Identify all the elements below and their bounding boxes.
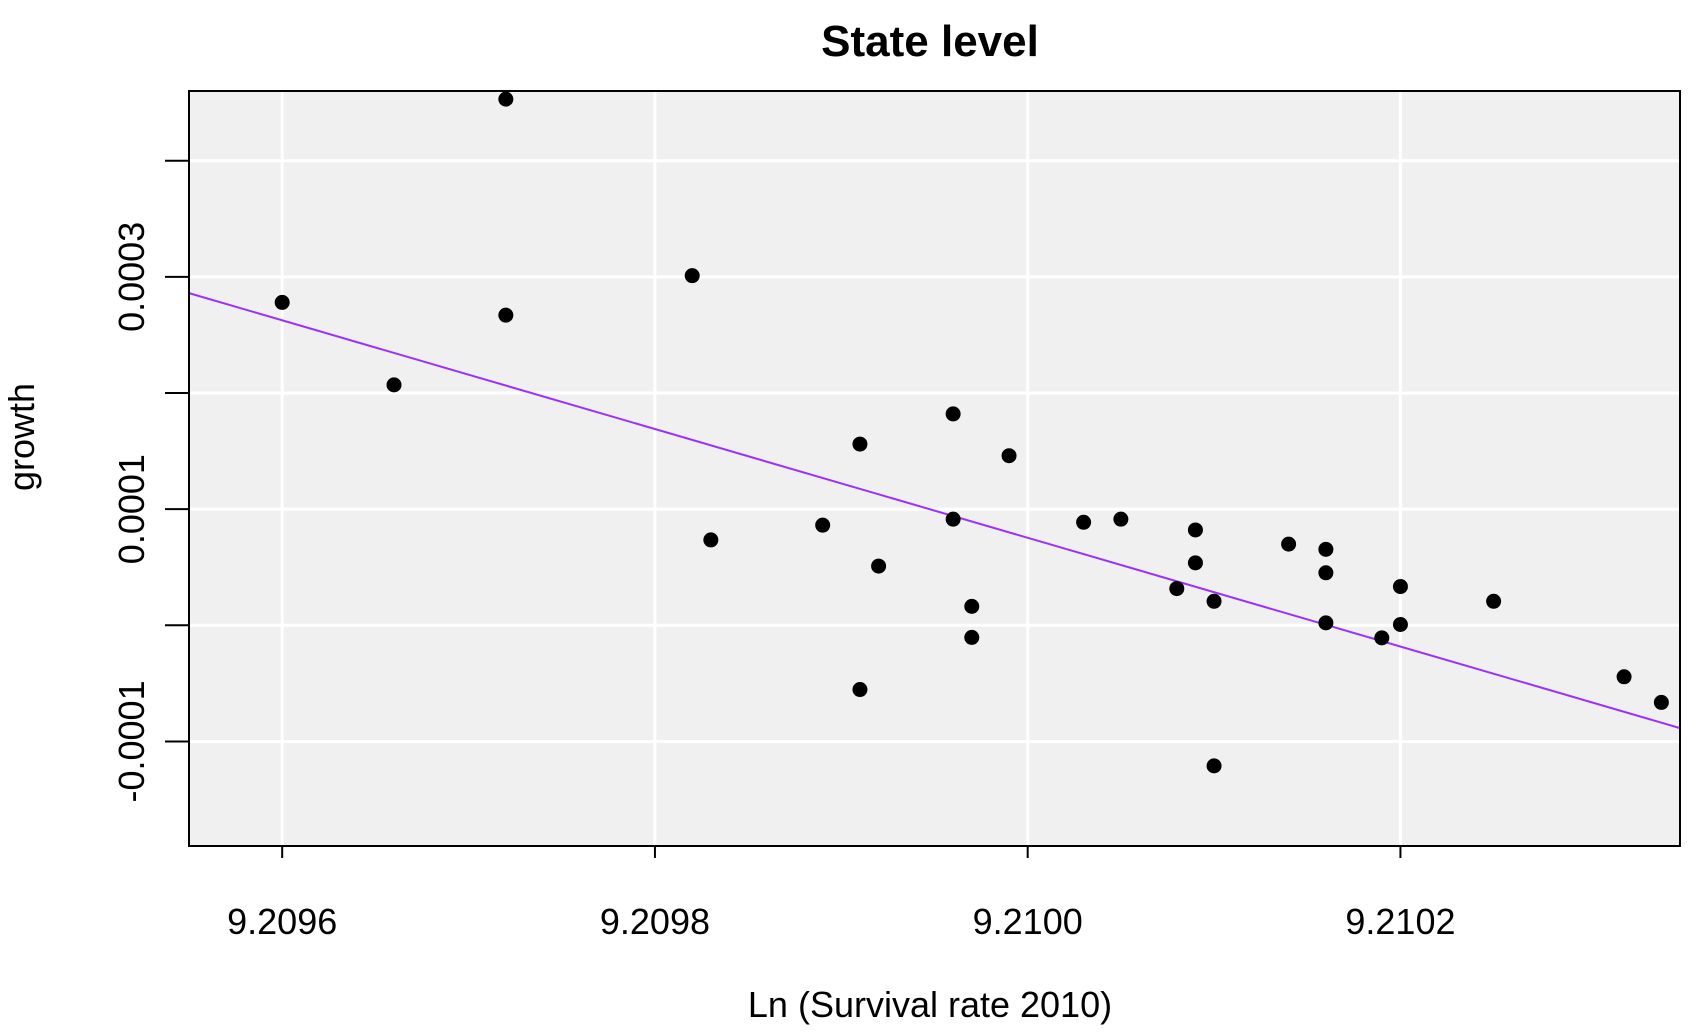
data-point — [852, 682, 868, 698]
data-point — [386, 377, 402, 393]
data-points — [274, 91, 1669, 774]
data-point — [1187, 555, 1203, 571]
data-point — [1001, 448, 1017, 464]
data-point — [1318, 541, 1334, 557]
x-tick-label: 9.2098 — [600, 901, 710, 942]
y-axis-label: growth — [1, 383, 42, 491]
data-point — [1076, 514, 1092, 530]
chart-title: State level — [821, 17, 1039, 66]
data-point — [1318, 615, 1334, 631]
x-tick-label: 9.2100 — [973, 901, 1083, 942]
data-point — [964, 598, 980, 614]
data-point — [1169, 581, 1185, 597]
data-point — [1616, 669, 1632, 685]
data-point — [1187, 522, 1203, 538]
data-point — [703, 532, 719, 548]
data-point — [684, 268, 700, 284]
plot-border — [188, 90, 1681, 847]
data-point — [1653, 694, 1669, 710]
x-tick-label: 9.2096 — [227, 901, 337, 942]
data-point — [852, 436, 868, 452]
data-point — [498, 307, 514, 323]
data-point — [1318, 565, 1334, 581]
data-point — [964, 629, 980, 645]
data-point — [1374, 630, 1390, 646]
x-axis-ticks: 9.2096 9.2098 9.2100 9.2102 — [227, 846, 1455, 942]
data-point — [945, 406, 961, 422]
data-point — [815, 517, 831, 533]
data-point — [1113, 511, 1129, 527]
x-axis-label: Ln (Survival rate 2010) — [748, 984, 1112, 1025]
data-point — [1392, 579, 1408, 595]
fit-line — [188, 292, 1681, 730]
y-axis-ticks: -0.0001 0.0001 0.0003 — [111, 159, 189, 803]
data-point — [1281, 536, 1297, 552]
data-point — [274, 294, 290, 310]
data-point — [1486, 593, 1502, 609]
data-point — [871, 558, 887, 574]
data-point — [945, 511, 961, 527]
y-tick-label: 0.0003 — [111, 222, 152, 332]
data-point — [1206, 593, 1222, 609]
x-tick-label: 9.2102 — [1345, 901, 1455, 942]
y-tick-label: -0.0001 — [111, 680, 152, 802]
plot-area — [189, 91, 1680, 846]
data-point — [498, 91, 514, 107]
gridlines — [189, 91, 1680, 846]
data-point — [1392, 616, 1408, 632]
data-point — [1206, 758, 1222, 774]
y-tick-label: 0.0001 — [111, 454, 152, 564]
